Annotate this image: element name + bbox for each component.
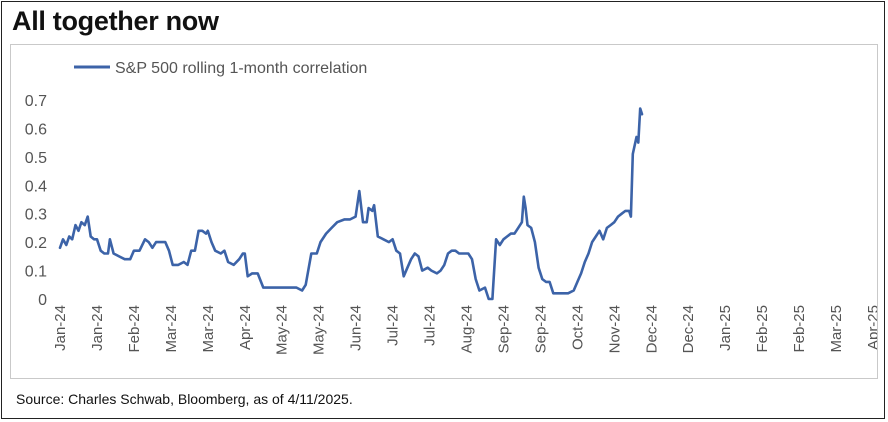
x-tick-label: Feb-24	[126, 305, 143, 353]
x-tick-label: Nov-24	[606, 305, 623, 353]
x-tick-label: May-24	[274, 305, 291, 355]
y-tick-label: 0.7	[25, 93, 47, 110]
x-tick-label: Mar-24	[163, 305, 180, 353]
y-tick-label: 0.5	[25, 150, 47, 167]
y-tick-label: 0.1	[25, 264, 47, 281]
x-tick-label: Mar-25	[828, 305, 845, 353]
x-tick-label: Apr-24	[237, 305, 254, 350]
x-tick-label: Dec-24	[680, 305, 697, 353]
x-tick-label: Aug-24	[459, 305, 476, 353]
legend-label: S&P 500 rolling 1-month correlation	[115, 60, 367, 77]
source-note: Source: Charles Schwab, Bloomberg, as of…	[16, 391, 353, 407]
x-tick-label: Jan-24	[52, 305, 69, 351]
x-tick-label: Sep-24	[495, 305, 512, 353]
x-tick-label: May-24	[311, 305, 328, 355]
x-tick-label: Oct-24	[569, 305, 586, 350]
x-tick-label: Jan-24	[89, 305, 106, 351]
x-tick-label: Jul-24	[385, 305, 402, 346]
plot-area: S&P 500 rolling 1-month correlation 0 0.1 0…	[10, 44, 882, 379]
x-tick-label: Jan-25	[717, 305, 734, 351]
line-chart: S&P 500 rolling 1-month correlation 0 0.1 0…	[25, 60, 882, 355]
x-tick-label: Mar-24	[200, 305, 217, 353]
y-tick-label: 0.3	[25, 207, 47, 224]
y-tick-label: 0	[38, 292, 47, 309]
x-tick-label: Apr-25	[865, 305, 877, 350]
x-tick-label: Dec-24	[643, 305, 660, 353]
chart-title: All together now	[12, 6, 219, 36]
x-tick-label: Sep-24	[532, 305, 549, 353]
x-tick-label: Jul-24	[422, 305, 439, 346]
y-tick-label: 0.2	[25, 235, 47, 252]
x-tick-label: Feb-25	[754, 305, 771, 353]
y-tick-label: 0.6	[25, 121, 47, 138]
x-tick-label: Jun-24	[348, 305, 365, 351]
x-tick-label: Feb-25	[791, 305, 808, 353]
y-tick-label: 0.4	[25, 178, 47, 195]
series-line	[58, 107, 644, 301]
